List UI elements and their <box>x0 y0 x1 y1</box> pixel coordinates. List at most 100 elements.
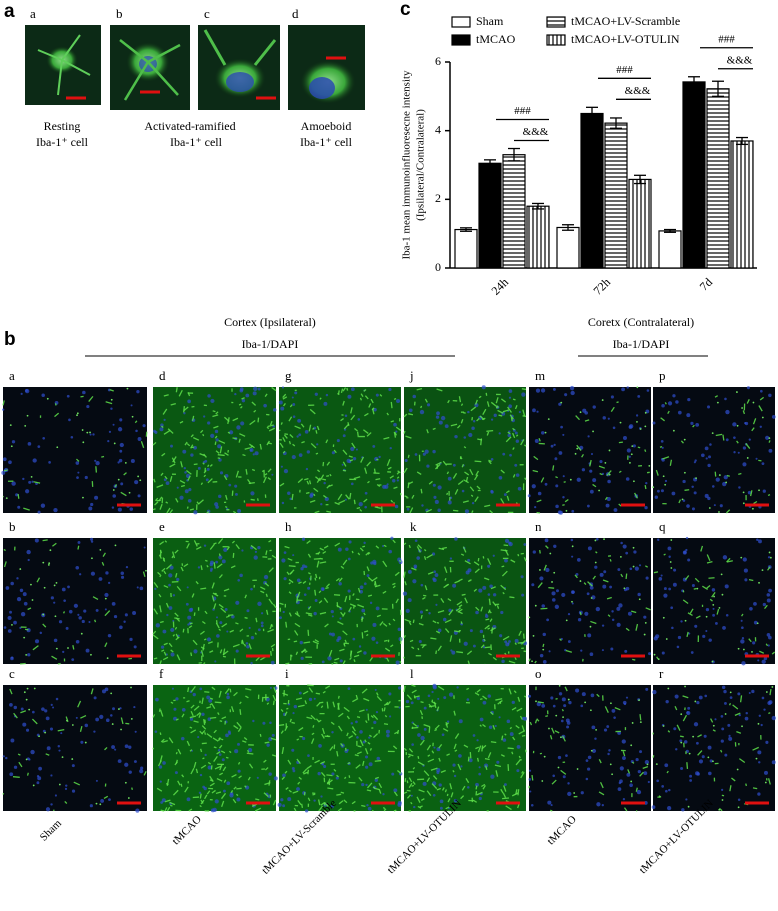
nucleus <box>216 634 220 638</box>
microglia <box>67 647 69 649</box>
nucleus <box>661 785 665 788</box>
nucleus <box>117 427 123 432</box>
nucleus <box>94 459 97 462</box>
nucleus <box>627 611 632 616</box>
microglia <box>114 484 118 488</box>
nucleus <box>114 748 117 751</box>
microglia <box>207 464 210 468</box>
microglia <box>445 722 449 726</box>
nucleus <box>79 573 82 576</box>
nucleus <box>557 755 562 760</box>
nucleus <box>458 719 463 724</box>
nucleus <box>674 694 679 699</box>
microglia <box>715 433 723 437</box>
microglia <box>512 427 516 431</box>
nucleus <box>107 633 112 638</box>
nucleus <box>741 626 744 630</box>
microglia <box>351 800 356 805</box>
nucleus <box>82 390 86 395</box>
microglia <box>618 470 622 474</box>
nucleus <box>54 794 58 797</box>
microglia <box>453 710 456 716</box>
microglia <box>742 502 745 505</box>
microglia <box>692 735 695 738</box>
nucleus <box>208 698 213 703</box>
microglia <box>390 499 394 503</box>
microglia <box>310 714 316 721</box>
nucleus <box>553 443 556 447</box>
nucleus <box>180 736 185 741</box>
microglia <box>423 548 427 552</box>
microglia <box>565 509 568 512</box>
microglia <box>33 481 41 484</box>
microglia <box>200 748 203 753</box>
microglia <box>229 750 232 754</box>
microglia <box>92 596 99 600</box>
nucleus <box>347 589 351 593</box>
microglia <box>193 720 199 723</box>
nucleus <box>124 613 128 617</box>
microglia <box>737 806 740 809</box>
nucleus <box>32 710 35 714</box>
microglia <box>242 740 247 743</box>
nucleus <box>767 556 771 559</box>
nucleus <box>22 722 27 727</box>
microglia <box>318 600 323 604</box>
microglia <box>104 597 107 600</box>
microglia <box>423 556 427 561</box>
microglia <box>292 790 299 794</box>
microglia <box>200 482 204 486</box>
nucleus <box>358 502 363 507</box>
nucleus <box>205 478 209 482</box>
microglia <box>492 601 497 607</box>
nucleus <box>762 602 767 607</box>
microglia <box>742 491 745 494</box>
microglia <box>342 469 347 472</box>
microglia <box>560 769 567 775</box>
microglia <box>351 550 354 554</box>
nucleus <box>487 694 491 698</box>
microglia <box>462 546 467 553</box>
nucleus <box>682 479 686 484</box>
microglia <box>206 790 211 795</box>
microglia <box>592 430 594 433</box>
nucleus <box>132 610 137 615</box>
microglia <box>463 446 467 449</box>
microglia <box>191 405 195 408</box>
microglia <box>618 503 622 507</box>
nucleus <box>130 404 133 407</box>
microglia <box>249 445 254 449</box>
nucleus <box>250 491 255 496</box>
microglia <box>518 630 522 636</box>
microglia <box>159 503 163 510</box>
microglia <box>623 807 628 812</box>
nucleus <box>762 489 766 493</box>
nucleus <box>248 626 251 630</box>
microglia <box>446 492 449 496</box>
microglia <box>165 564 172 570</box>
nucleus <box>123 620 126 623</box>
microglia <box>434 463 441 470</box>
microglia <box>211 686 216 691</box>
micrograph-background <box>529 387 651 513</box>
nucleus <box>250 587 253 591</box>
microglia <box>357 745 362 748</box>
microglia <box>426 790 432 797</box>
nucleus <box>562 775 566 779</box>
microglia <box>517 641 525 644</box>
nucleus <box>13 765 18 769</box>
microglia <box>308 424 312 432</box>
microglia <box>164 807 168 812</box>
nucleus <box>479 717 484 722</box>
microglia <box>359 397 363 401</box>
microglia <box>213 425 219 429</box>
microglia <box>3 548 6 552</box>
microglia <box>201 620 206 625</box>
nucleus <box>229 793 234 798</box>
nucleus <box>331 451 335 455</box>
microglia <box>128 491 131 494</box>
microglia <box>174 549 179 554</box>
microglia <box>182 628 185 633</box>
microglia <box>161 452 166 457</box>
microglia <box>250 544 257 551</box>
